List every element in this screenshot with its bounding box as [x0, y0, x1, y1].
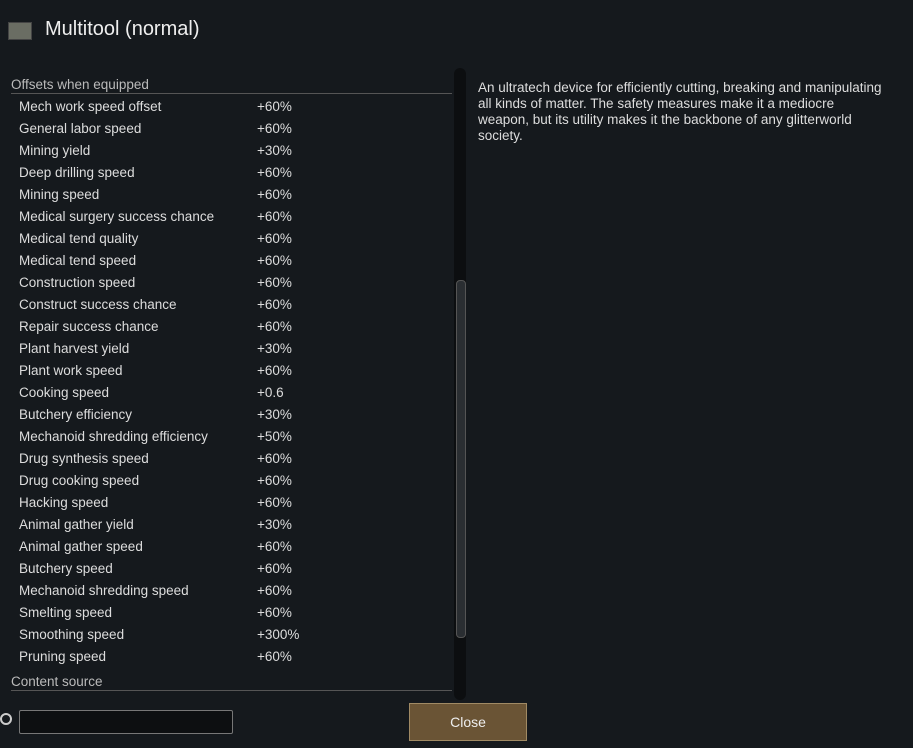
stat-row[interactable]: Construction speed +60%: [19, 272, 292, 294]
stat-value: +60%: [257, 165, 292, 180]
stat-row[interactable]: Smelting speed +60%: [19, 602, 292, 624]
stat-row[interactable]: Smoothing speed +300%: [19, 624, 299, 646]
stat-value: +60%: [257, 495, 292, 510]
stat-row[interactable]: Hacking speed +60%: [19, 492, 292, 514]
stat-value: +60%: [257, 539, 292, 554]
stat-row[interactable]: Animal gather speed +60%: [19, 536, 292, 558]
stat-name: Butchery efficiency: [19, 407, 133, 422]
stat-value: +60%: [257, 561, 292, 576]
title: Multitool (normal): [45, 18, 200, 40]
stat-name: Butchery speed: [19, 561, 113, 576]
stat-row[interactable]: Plant work speed +60%: [19, 360, 292, 382]
description: An ultratech device for efficiently cutt…: [478, 80, 882, 143]
stat-name: General labor speed: [19, 121, 142, 136]
stat-name: Animal gather speed: [19, 539, 143, 554]
stat-name: Construct success chance: [19, 297, 177, 312]
stat-value: +30%: [257, 143, 292, 158]
stat-value: +60%: [257, 275, 292, 290]
stat-value: +0.6: [257, 385, 284, 400]
stat-row[interactable]: Animal gather yield +30%: [19, 514, 292, 536]
stat-value: +50%: [257, 429, 292, 444]
stat-value: +30%: [257, 517, 292, 532]
stat-value: +60%: [257, 231, 292, 246]
stat-name: Construction speed: [19, 275, 136, 290]
stat-name: Mining speed: [19, 187, 100, 202]
stat-name: Mechanoid shredding efficiency: [19, 429, 208, 444]
stat-value: +60%: [257, 121, 292, 136]
stat-value: +60%: [257, 649, 292, 664]
stat-name: Smelting speed: [19, 605, 113, 620]
stat-value: +60%: [257, 451, 292, 466]
stat-value: +300%: [257, 627, 300, 642]
close-button[interactable]: Close: [409, 703, 527, 741]
stat-value: +30%: [257, 407, 292, 422]
stat-name: Cooking speed: [19, 385, 110, 400]
stat-value: +60%: [257, 99, 292, 114]
stat-row[interactable]: Construct success chance +60%: [19, 294, 292, 316]
stat-row[interactable]: Mech work speed offset +60%: [19, 96, 292, 118]
stat-name: Pruning speed: [19, 649, 107, 664]
stat-name: Hacking speed: [19, 495, 109, 510]
search-icon: [0, 713, 12, 725]
section-title: Offsets when equipped: [11, 77, 452, 94]
stat-row[interactable]: Plant harvest yield +30%: [19, 338, 292, 360]
stat-row[interactable]: Medical surgery success chance +60%: [19, 206, 292, 228]
stat-name: Repair success chance: [19, 319, 159, 334]
stat-name: Plant work speed: [19, 363, 123, 378]
stat-row[interactable]: Butchery speed +60%: [19, 558, 292, 580]
stat-name: Deep drilling speed: [19, 165, 135, 180]
stat-name: Medical tend quality: [19, 231, 139, 246]
stat-row[interactable]: Medical tend quality +60%: [19, 228, 292, 250]
stat-row[interactable]: Mechanoid shredding efficiency +50%: [19, 426, 292, 448]
stat-name: Animal gather yield: [19, 517, 134, 532]
stat-row[interactable]: Medical tend speed +60%: [19, 250, 292, 272]
stat-name: Smoothing speed: [19, 627, 125, 642]
stat-name: Drug synthesis speed: [19, 451, 149, 466]
stat-value: +60%: [257, 473, 292, 488]
stat-row[interactable]: Pruning speed +60%: [19, 646, 292, 668]
section-title: Content source: [11, 674, 452, 691]
stat-value: +30%: [257, 341, 292, 356]
stat-name: Medical surgery success chance: [19, 209, 215, 224]
stat-name: Mechanoid shredding speed: [19, 583, 189, 598]
stat-value: +60%: [257, 583, 292, 598]
stat-value: +60%: [257, 253, 292, 268]
stat-row[interactable]: Drug cooking speed +60%: [19, 470, 292, 492]
stat-name: Drug cooking speed: [19, 473, 140, 488]
stat-row[interactable]: Mechanoid shredding speed +60%: [19, 580, 292, 602]
stat-name: Mining yield: [19, 143, 91, 158]
stat-value: +60%: [257, 363, 292, 378]
stat-value: +60%: [257, 319, 292, 334]
stat-row[interactable]: Deep drilling speed +60%: [19, 162, 292, 184]
stat-name: Medical tend speed: [19, 253, 137, 268]
search-box[interactable]: [19, 710, 233, 734]
stat-row[interactable]: Cooking speed +0.6: [19, 382, 284, 404]
stat-value: +60%: [257, 209, 292, 224]
stat-row[interactable]: Drug synthesis speed +60%: [19, 448, 292, 470]
stat-row[interactable]: Butchery efficiency +30%: [19, 404, 292, 426]
stat-value: +60%: [257, 297, 292, 312]
stat-name: Plant harvest yield: [19, 341, 130, 356]
stat-name: Mech work speed offset: [19, 99, 162, 114]
icon: [8, 22, 32, 40]
stat-row[interactable]: General labor speed +60%: [19, 118, 292, 140]
stat-row[interactable]: Repair success chance +60%: [19, 316, 292, 338]
stat-row[interactable]: Mining yield +30%: [19, 140, 292, 162]
stat-value: +60%: [257, 187, 292, 202]
stat-value: +60%: [257, 605, 292, 620]
scrollbar-thumb[interactable]: [456, 280, 466, 638]
stat-row[interactable]: Mining speed +60%: [19, 184, 292, 206]
